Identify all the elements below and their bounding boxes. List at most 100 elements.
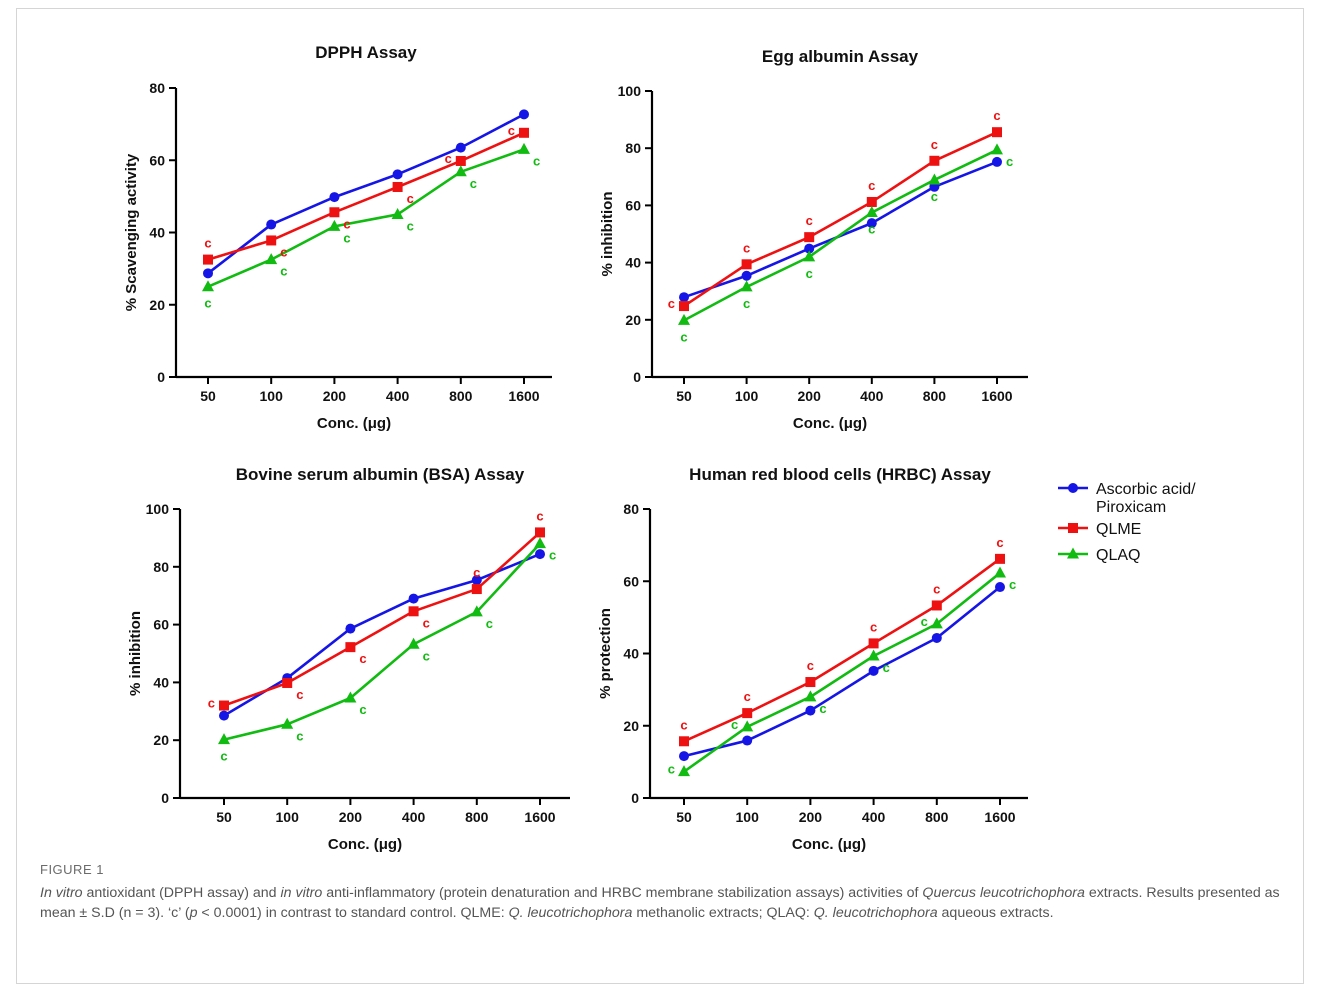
caption-segment: < 0.0001) in contrast to standard contro… — [197, 905, 509, 921]
significance-label: c — [208, 696, 215, 711]
series-line-qlaq — [207, 148, 525, 288]
legend-label-line: QLME — [1096, 521, 1141, 538]
y-tick-label: 80 — [625, 140, 641, 156]
significance-label: c — [486, 616, 493, 631]
caption-segment: methanolic extracts; QLAQ: — [632, 905, 814, 921]
data-point-ascorbic — [805, 705, 816, 716]
significance-label: c — [407, 218, 414, 233]
y-tick-label: 40 — [623, 646, 639, 662]
data-point-ascorbic — [203, 268, 213, 279]
data-point-ascorbic — [455, 142, 466, 153]
y-tick-label: 0 — [631, 790, 639, 806]
data-point-qlaq — [741, 720, 754, 732]
data-point-qlaq — [202, 280, 214, 292]
data-point-qlaq — [218, 733, 230, 745]
chart-panel-2: Egg albumin Assay 0 20 40 60 80 100 50 100 200 400… — [599, 47, 1028, 432]
significance-label: c — [806, 213, 813, 228]
significance-label: c — [343, 230, 350, 245]
data-point-qlme — [392, 181, 403, 192]
x-tick-label: 800 — [465, 809, 489, 825]
chart-title: Egg albumin Assay — [762, 47, 919, 66]
data-point-qlaq — [678, 313, 690, 325]
y-tick-label: 40 — [153, 674, 169, 690]
significance-label: c — [204, 236, 211, 251]
data-point-ascorbic — [742, 735, 753, 746]
significance-label: c — [993, 108, 1000, 123]
series-line-ascorbic — [207, 113, 525, 275]
significance-label: c — [868, 222, 875, 237]
x-tick-label: 1600 — [981, 388, 1012, 404]
caption-segment: antioxidant (DPPH assay) and — [82, 885, 281, 901]
significance-label: c — [870, 619, 877, 634]
significance-label: c — [445, 151, 452, 166]
series-line-ascorbic — [683, 160, 998, 299]
data-point-ascorbic — [408, 593, 419, 604]
caption-segment: Q. leucotrichophora — [508, 905, 633, 921]
x-tick-label: 100 — [735, 388, 759, 404]
y-axis-label: % Scavenging activity — [123, 153, 140, 311]
legend-label-line: QLAQ — [1096, 547, 1140, 564]
y-tick-label: 40 — [625, 255, 641, 271]
series-line-qlme — [683, 131, 998, 308]
data-point-qlaq — [407, 637, 420, 649]
significance-label: c — [473, 565, 480, 580]
x-tick-label: 400 — [860, 388, 884, 404]
data-point-qlme — [329, 207, 340, 218]
data-point-qlme — [519, 127, 529, 138]
y-tick-label: 20 — [625, 312, 641, 328]
data-point-qlaq — [518, 142, 530, 154]
data-point-ascorbic — [345, 623, 356, 634]
data-point-ascorbic — [992, 156, 1002, 167]
y-axis-label: % inhibition — [127, 611, 144, 696]
x-tick-label: 800 — [923, 388, 947, 404]
caption-segment: Q. leucotrichophora — [813, 905, 938, 921]
data-point-qlme — [535, 527, 545, 538]
significance-label: c — [423, 615, 430, 630]
significance-label: c — [1009, 577, 1016, 592]
significance-label: c — [204, 296, 211, 311]
data-point-qlme — [992, 127, 1002, 138]
x-tick-label: 1600 — [524, 809, 555, 825]
significance-label: c — [819, 701, 826, 716]
y-tick-label: 40 — [149, 225, 165, 241]
y-tick-label: 60 — [149, 152, 165, 168]
significance-label: c — [883, 660, 890, 675]
data-point-qlaq — [281, 717, 294, 729]
caption-segment: Quercus leucotrichophora — [922, 885, 1085, 901]
legend-marker — [1068, 483, 1078, 493]
data-point-ascorbic — [679, 292, 689, 303]
figure-caption-block: FIGURE 1 In vitro antioxidant (DPPH assa… — [40, 862, 1290, 923]
x-tick-label: 200 — [339, 809, 363, 825]
data-point-qlme — [742, 708, 753, 719]
series-line-ascorbic — [223, 552, 541, 717]
data-point-qlaq — [930, 617, 943, 629]
x-tick-label: 100 — [276, 809, 300, 825]
x-tick-label: 400 — [862, 809, 886, 825]
data-point-ascorbic — [741, 270, 752, 281]
y-tick-label: 0 — [157, 369, 165, 385]
x-tick-label: 400 — [386, 388, 410, 404]
legend-label: Ascorbic acid/Piroxicam — [1096, 481, 1196, 516]
data-point-qlaq — [803, 250, 816, 262]
x-tick-label: 50 — [676, 809, 692, 825]
series-line-qlaq — [683, 148, 998, 322]
y-tick-label: 80 — [623, 501, 639, 517]
significance-label: c — [931, 189, 938, 204]
legend-label-line: Ascorbic acid/ — [1096, 481, 1196, 498]
significance-label: c — [359, 702, 366, 717]
chart-panel-1: DPPH Assay 0 20 40 60 80 50 100 200 400 800 1600 Con… — [123, 43, 552, 432]
legend-marker — [1068, 523, 1078, 533]
data-point-qlme — [866, 196, 877, 207]
x-tick-label: 800 — [449, 388, 473, 404]
significance-label: c — [744, 689, 751, 704]
significance-label: c — [680, 717, 687, 732]
series-line-qlaq — [223, 542, 541, 741]
chart-panel-4: Human red blood cells (HRBC) Assay 0 20 40 6… — [597, 465, 1028, 853]
significance-label: c — [680, 329, 687, 344]
data-point-qlme — [345, 642, 356, 653]
data-point-ascorbic — [266, 219, 277, 230]
significance-label: c — [533, 153, 540, 168]
significance-label: c — [807, 658, 814, 673]
significance-label: c — [470, 176, 477, 191]
x-tick-label: 400 — [402, 809, 426, 825]
